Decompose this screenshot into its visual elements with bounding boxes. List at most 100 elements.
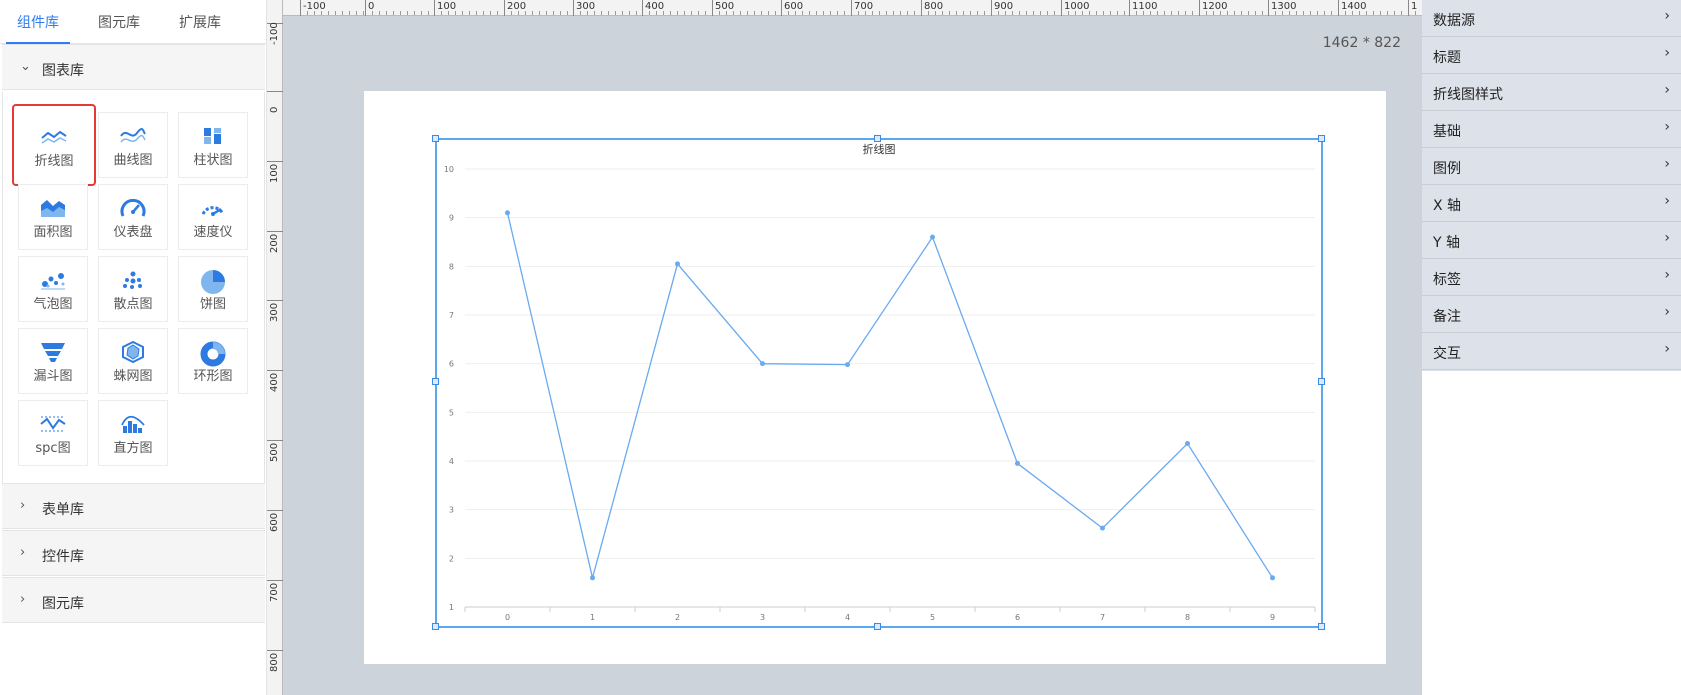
- page-canvas[interactable]: [364, 91, 1386, 664]
- chart-tile[interactable]: 曲线图: [98, 112, 168, 178]
- ruler-minor-tick: [483, 11, 484, 15]
- ruler-minor-tick: [421, 11, 422, 15]
- chart-tile[interactable]: 面积图: [18, 184, 88, 250]
- ruler-minor-tick: [400, 11, 401, 15]
- resize-handle[interactable]: [1318, 623, 1325, 630]
- resize-handle[interactable]: [874, 623, 881, 630]
- ruler-minor-tick: [1310, 11, 1311, 15]
- property-section[interactable]: 数据源 ›: [1422, 0, 1681, 37]
- section-element-library[interactable]: › 图元库: [2, 577, 265, 623]
- chevron-right-icon: ›: [1664, 82, 1670, 98]
- ruler-minor-tick: [935, 11, 936, 15]
- resize-handle[interactable]: [1318, 378, 1325, 385]
- ruler-minor-tick: [823, 11, 824, 15]
- resize-handle[interactable]: [1318, 135, 1325, 142]
- ruler-tick: [267, 440, 283, 441]
- ruler-minor-tick: [379, 11, 380, 15]
- ruler-label: 600: [269, 512, 280, 532]
- ruler-tick: [267, 580, 283, 581]
- resize-handle[interactable]: [432, 623, 439, 630]
- ruler-minor-tick: [1096, 11, 1097, 15]
- ruler-minor-tick: [335, 11, 336, 15]
- chart-tile[interactable]: 仪表盘: [98, 184, 168, 250]
- ruler-tick: [712, 0, 713, 16]
- property-section[interactable]: X 轴 ›: [1422, 185, 1681, 222]
- ruler-minor-tick: [977, 11, 978, 15]
- ruler-tick: [1408, 0, 1409, 16]
- ruler-label: 200: [507, 1, 527, 12]
- chart-tile-label: 漏斗图: [33, 369, 73, 384]
- chart-tile[interactable]: 柱状图: [178, 112, 248, 178]
- ruler-minor-tick: [1324, 11, 1325, 15]
- y-tick-label: 8: [449, 262, 454, 271]
- resize-handle[interactable]: [874, 135, 881, 142]
- resize-handle[interactable]: [432, 135, 439, 142]
- chart-title: 折线图: [863, 142, 896, 156]
- chart-tile[interactable]: 直方图: [98, 400, 168, 466]
- ruler-tick: [781, 0, 782, 16]
- property-section[interactable]: 标题 ›: [1422, 37, 1681, 74]
- section-chart-library[interactable]: ⌄ 图表库: [2, 44, 265, 90]
- ruler-minor-tick: [858, 11, 859, 15]
- property-label: 折线图样式: [1433, 87, 1503, 103]
- ruler-minor-tick: [1303, 11, 1304, 15]
- chart-tile[interactable]: 蛛网图: [98, 328, 168, 394]
- property-section[interactable]: 备注 ›: [1422, 296, 1681, 333]
- ruler-label: 1300: [1271, 1, 1297, 12]
- chart-tile[interactable]: 饼图: [178, 256, 248, 322]
- property-section[interactable]: 标签 ›: [1422, 259, 1681, 296]
- ruler-minor-tick: [342, 11, 343, 15]
- data-point: [1185, 440, 1190, 446]
- chart-tile[interactable]: 速度仪: [178, 184, 248, 250]
- ruler-label: 500: [715, 1, 735, 12]
- property-section[interactable]: 图例 ›: [1422, 148, 1681, 185]
- resize-handle[interactable]: [432, 378, 439, 385]
- chart-tile[interactable]: 散点图: [98, 256, 168, 322]
- y-tick-label: 6: [449, 360, 454, 369]
- tab-elements[interactable]: 图元库: [98, 15, 140, 31]
- line-chart: 折线图 1 2 3 4 5 6 7 8 9 10 0 1 2 3 4 5 6 7 8 9: [444, 142, 1316, 622]
- property-section[interactable]: Y 轴 ›: [1422, 222, 1681, 259]
- section-control-library[interactable]: › 控件库: [2, 530, 265, 576]
- ruler-tick: [1061, 0, 1062, 16]
- property-section[interactable]: 交互 ›: [1422, 333, 1681, 370]
- ruler-minor-tick: [1282, 11, 1283, 15]
- ruler-minor-tick: [816, 11, 817, 15]
- ruler-minor-tick: [872, 11, 873, 15]
- chart-tile[interactable]: 漏斗图: [18, 328, 88, 394]
- section-form-library[interactable]: › 表单库: [2, 483, 265, 529]
- ruler-minor-tick: [1401, 11, 1402, 15]
- ruler-minor-tick: [356, 11, 357, 15]
- property-section[interactable]: 基础 ›: [1422, 111, 1681, 148]
- tab-extensions[interactable]: 扩展库: [179, 15, 221, 31]
- ruler-minor-tick: [698, 11, 699, 15]
- ruler-minor-tick: [1289, 11, 1290, 15]
- ruler-tick: [921, 0, 922, 16]
- chart-tile[interactable]: 折线图: [12, 104, 96, 186]
- chart-tile[interactable]: 气泡图: [18, 256, 88, 322]
- ruler-label: 1000: [1064, 1, 1090, 12]
- data-point: [845, 362, 850, 368]
- ruler-minor-tick: [1040, 11, 1041, 15]
- ruler-minor-tick: [455, 11, 456, 15]
- y-tick-label: 7: [449, 311, 454, 320]
- chart-tile[interactable]: spc图: [18, 400, 88, 466]
- property-section[interactable]: 折线图样式 ›: [1422, 74, 1681, 111]
- ruler-minor-tick: [1143, 11, 1144, 15]
- chart-tile-label: 曲线图: [113, 153, 153, 168]
- ruler-minor-tick: [733, 11, 734, 15]
- ruler-label: 400: [269, 372, 280, 392]
- chart-tile[interactable]: 环形图: [178, 328, 248, 394]
- ruler-minor-tick: [1019, 11, 1020, 15]
- design-canvas-area[interactable]: -100 0 100 200 300 400 500 600 700 800 900 1000 1100…: [267, 0, 1422, 695]
- ruler-minor-tick: [372, 11, 373, 15]
- line-chart-widget[interactable]: 折线图 1 2 3 4 5 6 7 8 9 10 0 1 2 3 4 5 6 7 8 9: [432, 135, 1325, 630]
- tab-components[interactable]: 组件库: [6, 0, 70, 44]
- property-label: 备注: [1433, 309, 1461, 325]
- ruler-label: 700: [269, 582, 280, 602]
- ruler-label: 200: [269, 233, 280, 253]
- ruler-minor-tick: [761, 11, 762, 15]
- ruler-minor-tick: [677, 11, 678, 15]
- ruler-minor-tick: [636, 11, 637, 15]
- ruler-minor-tick: [928, 11, 929, 15]
